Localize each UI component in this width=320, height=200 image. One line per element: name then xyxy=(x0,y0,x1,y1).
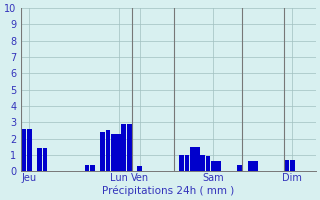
Bar xyxy=(179,155,184,171)
Bar xyxy=(284,160,289,171)
Bar xyxy=(248,161,252,171)
Bar xyxy=(121,124,126,171)
Bar xyxy=(84,165,90,171)
Bar xyxy=(253,161,258,171)
Bar xyxy=(211,161,216,171)
Bar xyxy=(100,132,105,171)
Bar xyxy=(90,165,95,171)
Bar xyxy=(127,124,132,171)
Bar xyxy=(43,148,47,171)
Bar xyxy=(37,148,42,171)
Bar xyxy=(290,160,295,171)
Bar xyxy=(200,155,205,171)
Bar xyxy=(216,161,221,171)
Bar xyxy=(111,134,116,171)
Bar xyxy=(190,147,195,171)
Bar xyxy=(137,166,142,171)
Bar xyxy=(106,130,110,171)
X-axis label: Précipitations 24h ( mm ): Précipitations 24h ( mm ) xyxy=(102,185,235,196)
Bar xyxy=(185,155,189,171)
Bar xyxy=(116,134,121,171)
Bar xyxy=(195,147,200,171)
Bar xyxy=(237,165,242,171)
Bar xyxy=(205,156,211,171)
Bar xyxy=(21,129,26,171)
Bar xyxy=(27,129,32,171)
